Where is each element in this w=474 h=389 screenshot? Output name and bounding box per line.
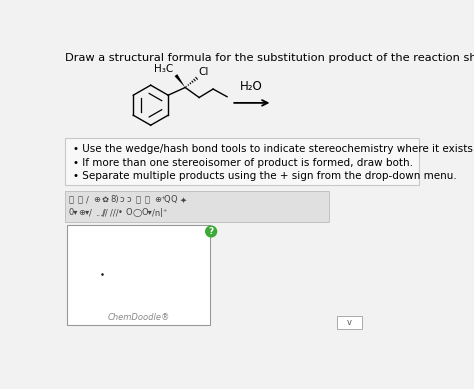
Text: ⊕: ⊕	[93, 195, 100, 204]
Text: 🔔: 🔔	[78, 195, 83, 204]
Text: • Separate multiple products using the + sign from the drop-down menu.: • Separate multiple products using the +…	[73, 172, 457, 181]
Text: 0▾: 0▾	[69, 209, 78, 217]
Text: Cl: Cl	[199, 67, 209, 77]
Text: //: //	[102, 209, 108, 217]
Text: ✋: ✋	[69, 195, 73, 204]
Text: .../: .../	[95, 209, 106, 217]
Text: 🗋: 🗋	[145, 195, 149, 204]
Text: |⁺: |⁺	[160, 209, 167, 217]
Text: Q: Q	[164, 195, 171, 204]
Text: v: v	[347, 318, 352, 327]
Text: • Use the wedge/hash bond tools to indicate stereochemistry where it exists.: • Use the wedge/hash bond tools to indic…	[73, 144, 474, 154]
Text: ///: ///	[109, 209, 118, 217]
Text: ?: ?	[209, 227, 214, 237]
Text: H₃C: H₃C	[155, 65, 173, 74]
Text: H₂O: H₂O	[240, 80, 263, 93]
Circle shape	[206, 226, 217, 237]
Text: 8): 8)	[110, 195, 119, 204]
Text: /: /	[86, 195, 89, 204]
Text: ✦: ✦	[180, 195, 187, 204]
Text: O▾: O▾	[141, 209, 152, 217]
Bar	[67, 225, 210, 326]
Bar	[65, 138, 419, 185]
Text: ✿: ✿	[102, 195, 109, 204]
Text: 🐾: 🐾	[135, 195, 140, 204]
Text: ↄ: ↄ	[127, 195, 131, 204]
Bar	[65, 191, 329, 222]
Text: ChemDoodle®: ChemDoodle®	[108, 313, 170, 322]
Text: Q: Q	[171, 195, 177, 204]
Text: ↄ: ↄ	[120, 195, 124, 204]
Text: /: /	[89, 209, 91, 217]
Text: /n: /n	[152, 209, 161, 217]
Bar	[337, 316, 362, 328]
Text: Draw a structural formula for the substitution product of the reaction shown bel: Draw a structural formula for the substi…	[65, 53, 474, 63]
Text: •: •	[118, 209, 123, 217]
Text: ⊕⁺: ⊕⁺	[154, 195, 165, 204]
Text: • If more than one stereoisomer of product is formed, draw both.: • If more than one stereoisomer of produ…	[73, 158, 413, 168]
Text: ⊕▾: ⊕▾	[79, 209, 90, 217]
Text: ◯: ◯	[133, 209, 142, 217]
Text: O: O	[125, 209, 132, 217]
Polygon shape	[174, 74, 185, 88]
